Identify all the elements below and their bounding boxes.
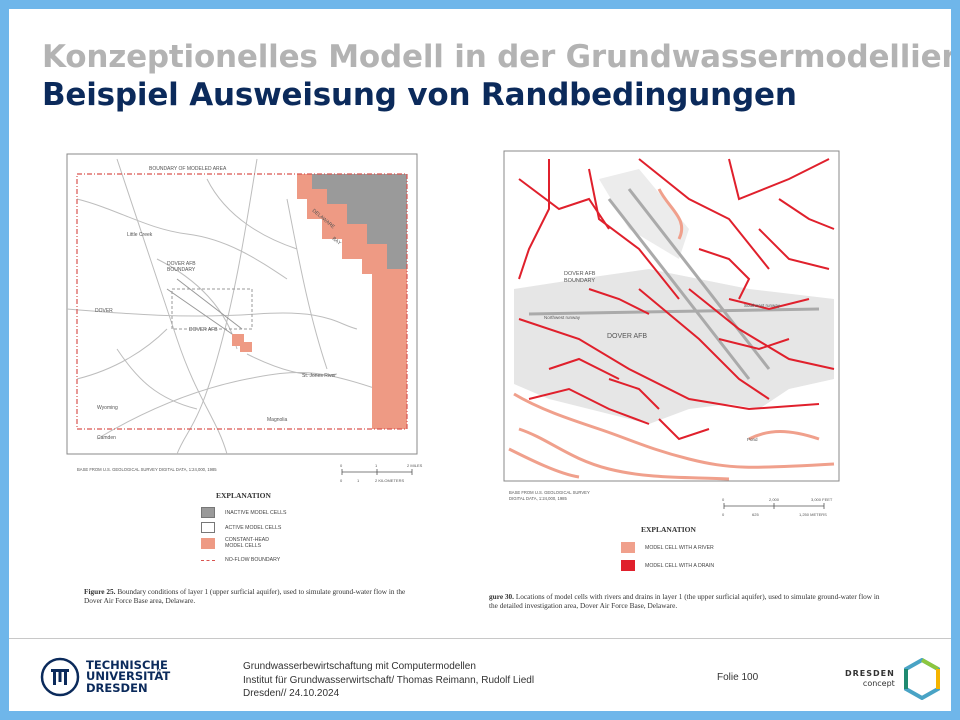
caption-right: gure 30. Locations of model cells with r… xyxy=(489,592,884,610)
scale-right-bottom-2: 1,250 METERS xyxy=(799,512,827,517)
legend-left-no-flow: NO-FLOW BOUNDARY xyxy=(201,557,280,563)
no-flow-boundary xyxy=(76,173,408,430)
label-st-jones: St. Jones River xyxy=(302,373,336,379)
dresden-concept-logo: DRESDEN concept xyxy=(845,658,943,700)
afb-boundary xyxy=(171,288,253,330)
river-cells xyxy=(508,188,835,481)
legend-left-inactive: INACTIVE MODEL CELLS xyxy=(201,507,287,518)
scale-top-1: 1 xyxy=(375,463,378,468)
footer-institute: Institut für Grundwasserwirtschaft/ Thom… xyxy=(243,674,535,686)
legend-swatch-river xyxy=(621,542,635,553)
label-right-afb-boundary-2: BOUNDARY xyxy=(564,278,595,284)
footer-course: Grundwasserbewirtschaftung mit Computerm… xyxy=(243,661,476,672)
legend-right-river: MODEL CELL WITH A RIVER xyxy=(621,542,714,553)
footer-divider xyxy=(9,638,951,639)
legend-left-constant-head: CONSTANT-HEAD MODEL CELLS xyxy=(201,537,275,549)
scale-bottom-1: 1 xyxy=(357,478,360,483)
constant-head-cells xyxy=(297,174,407,429)
tu-line1: TECHNISCHE xyxy=(86,657,168,672)
scale-bottom-0: 0 xyxy=(340,478,343,483)
caption-right-text: Locations of model cells with rivers and… xyxy=(489,592,880,610)
figure-boundary-conditions: BOUNDARY OF MODELED AREA Little Creek DE… xyxy=(57,139,427,484)
slide-title-line2: Beispiel Ausweisung von Randbedingungen xyxy=(42,77,797,113)
runways xyxy=(528,188,820,380)
legend-swatch-inactive xyxy=(201,507,215,518)
afb-area xyxy=(514,269,834,424)
label-little-creek: Little Creek xyxy=(127,232,153,238)
dd-line2: concept xyxy=(862,679,895,688)
label-dover: DOVER xyxy=(95,308,113,314)
scale-right-bottom-0: 0 xyxy=(722,512,725,517)
legend-label-active: ACTIVE MODEL CELLS xyxy=(225,524,282,531)
scale-bar-right: 0 2,000 3,000 FEET 0 625 1,250 METERS xyxy=(722,497,833,517)
scale-top-0: 0 xyxy=(340,463,343,468)
legend-right-drain: MODEL CELL WITH A DRAIN xyxy=(621,560,714,571)
caption-left-label: Figure 25. xyxy=(84,587,116,596)
base-note-right-1: BASE FROM U.S. GEOLOGICAL SURVEY xyxy=(509,490,590,495)
legend-swatch-drain xyxy=(621,560,635,571)
label-camden: Camden xyxy=(97,435,116,441)
label-right-dover-afb: DOVER AFB xyxy=(607,333,647,340)
tu-wordmark: TECHNISCHE UNIVERSITÄT DRESDEN xyxy=(86,657,171,695)
tu-line3: DRESDEN xyxy=(86,680,148,695)
drain-cells xyxy=(518,158,835,441)
footer-date: Dresden// 24.10.2024 xyxy=(243,688,340,699)
scale-right-top-1: 2,000 xyxy=(769,497,780,502)
tu-dresden-logo: TECHNISCHE UNIVERSITÄT DRESDEN xyxy=(40,657,170,697)
dresden-concept-icon xyxy=(903,658,940,700)
base-note-right-2: DIGITAL DATA, 1:24,000, 1985 xyxy=(509,496,567,501)
label-afb-boundary-1: DOVER AFB xyxy=(167,261,196,267)
legend-label-river: MODEL CELL WITH A RIVER xyxy=(645,544,714,551)
scale-bar: 0 1 2 MILES 0 1 2 KILOMETERS xyxy=(340,463,423,483)
legend-label-inactive: INACTIVE MODEL CELLS xyxy=(225,509,287,516)
scale-right-top-2: 3,000 FEET xyxy=(811,497,833,502)
label-boundary: BOUNDARY OF MODELED AREA xyxy=(149,166,227,172)
slide: Konzeptionelles Modell in der Grundwasse… xyxy=(9,9,951,711)
constant-head-river-cells xyxy=(232,334,252,352)
label-right-afb-boundary-1: DOVER AFB xyxy=(564,271,596,277)
scale-bottom-2: 2 KILOMETERS xyxy=(375,478,404,483)
caption-left: Figure 25. Boundary conditions of layer … xyxy=(84,587,424,605)
legend-label-no-flow: NO-FLOW BOUNDARY xyxy=(225,557,281,563)
legend-swatch-constant-head xyxy=(201,537,215,549)
legend-left-title: EXPLANATION xyxy=(216,491,271,500)
slide-title-line1: Konzeptionelles Modell in der Grundwasse… xyxy=(42,39,951,75)
boundary-map: BOUNDARY OF MODELED AREA Little Creek DE… xyxy=(66,153,423,483)
legend-left-active: ACTIVE MODEL CELLS xyxy=(201,522,281,533)
label-dover-afb: DOVER AFB xyxy=(189,327,218,333)
base-note: BASE FROM U.S. GEOLOGICAL SURVEY DIGITAL… xyxy=(77,467,217,472)
inactive-cells xyxy=(312,174,407,269)
tu-line2: UNIVERSITÄT xyxy=(86,669,171,684)
label-southeast-runway: Southeast runway xyxy=(744,303,781,308)
label-northwest-runway: Northwest runway xyxy=(544,315,581,320)
scale-right-bottom-1: 625 xyxy=(752,512,759,517)
label-magnolia: Magnolia xyxy=(267,417,288,423)
footer-info: Grundwasserbewirtschaftung mit Computerm… xyxy=(243,660,534,701)
legend-swatch-no-flow xyxy=(201,559,215,561)
dd-line1: DRESDEN xyxy=(845,669,895,678)
caption-right-label: gure 30. xyxy=(489,592,514,601)
figure-rivers-drains: DOVER AFB BOUNDARY DOVER AFB Northwest r… xyxy=(489,139,859,519)
slide-number: Folie 100 xyxy=(717,672,759,683)
legend-label-drain: MODEL CELL WITH A DRAIN xyxy=(645,562,715,569)
drain-map: DOVER AFB BOUNDARY DOVER AFB Northwest r… xyxy=(503,150,840,517)
scale-right-top-0: 0 xyxy=(722,497,725,502)
caption-left-text: Boundary conditions of layer 1 (upper su… xyxy=(84,587,406,605)
tu-emblem-icon xyxy=(40,657,80,697)
dresden-concept-wordmark: DRESDEN concept xyxy=(845,669,895,689)
label-ponds: Pond xyxy=(747,437,758,442)
label-bay: BAY xyxy=(331,236,343,247)
legend-label-constant-head: CONSTANT-HEAD MODEL CELLS xyxy=(225,537,269,549)
label-afb-boundary-2: BOUNDARY xyxy=(167,267,196,273)
legend-right-title: EXPLANATION xyxy=(641,525,696,534)
scale-top-2: 2 MILES xyxy=(407,463,423,468)
legend-swatch-active xyxy=(201,522,215,533)
label-wyoming: Wyoming xyxy=(97,405,118,411)
